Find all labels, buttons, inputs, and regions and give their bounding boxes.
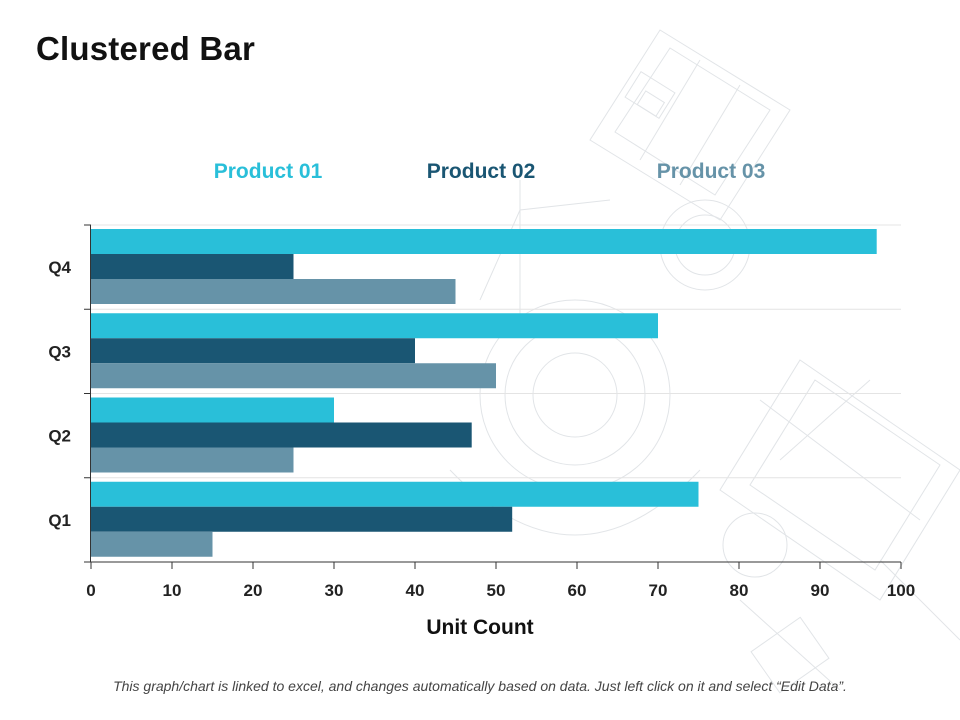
x-tick-label: 40 xyxy=(406,581,425,600)
x-tick-label: 0 xyxy=(86,581,95,600)
legend-item-product-03: Product 03 xyxy=(657,160,766,183)
page-title: Clustered Bar xyxy=(36,30,256,67)
bar-q1-product-02[interactable] xyxy=(91,506,513,532)
bar-q3-product-03[interactable] xyxy=(91,363,496,389)
legend-item-product-01: Product 01 xyxy=(214,160,323,183)
bar-q3-product-02[interactable] xyxy=(91,338,415,364)
bar-q2-product-02[interactable] xyxy=(91,422,472,448)
y-tick-label: Q1 xyxy=(48,511,71,530)
x-tick-label: 60 xyxy=(568,581,587,600)
x-tick-label: 20 xyxy=(244,581,263,600)
bar-q1-product-03[interactable] xyxy=(91,531,213,557)
x-tick-label: 30 xyxy=(325,581,344,600)
y-tick-label: Q4 xyxy=(48,258,71,277)
x-tick-label: 80 xyxy=(730,581,749,600)
y-tick-label: Q3 xyxy=(48,342,71,361)
bar-q3-product-01[interactable] xyxy=(91,313,658,339)
x-tick-label: 70 xyxy=(649,581,668,600)
x-tick-label: 10 xyxy=(163,581,182,600)
bar-q4-product-03[interactable] xyxy=(91,279,456,304)
bar-q2-product-03[interactable] xyxy=(91,447,294,473)
bar-q4-product-02[interactable] xyxy=(91,254,294,279)
bars[interactable] xyxy=(91,229,877,557)
x-tick-label: 90 xyxy=(811,581,830,600)
y-tick-label: Q2 xyxy=(48,427,71,446)
legend: Product 01 Product 02 Product 03 xyxy=(214,160,766,183)
footnote: This graph/chart is linked to excel, and… xyxy=(113,678,847,694)
bar-q4-product-01[interactable] xyxy=(91,229,877,254)
bar-q2-product-01[interactable] xyxy=(91,397,334,423)
x-axis-title: Unit Count xyxy=(426,616,533,639)
x-tick-label: 50 xyxy=(487,581,506,600)
bar-q1-product-01[interactable] xyxy=(91,481,699,507)
legend-item-product-02: Product 02 xyxy=(427,160,536,183)
axes: Q4 Q3 Q2 Q1 0 10 20 30 40 50 60 70 80 90 100 xyxy=(48,224,915,600)
x-tick-label: 100 xyxy=(887,581,915,600)
